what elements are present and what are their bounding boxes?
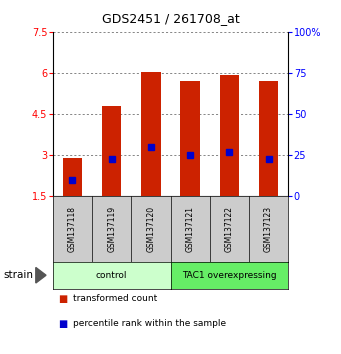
Bar bbox=[63, 158, 82, 196]
Text: GSM137120: GSM137120 bbox=[146, 206, 155, 252]
Bar bbox=[259, 81, 278, 196]
Bar bbox=[220, 75, 239, 196]
Text: transformed count: transformed count bbox=[73, 294, 158, 303]
Text: strain: strain bbox=[3, 270, 33, 280]
Text: ■: ■ bbox=[58, 319, 67, 329]
Text: GSM137118: GSM137118 bbox=[68, 206, 77, 252]
Text: TAC1 overexpressing: TAC1 overexpressing bbox=[182, 271, 277, 280]
Text: GSM137123: GSM137123 bbox=[264, 206, 273, 252]
Text: GDS2451 / 261708_at: GDS2451 / 261708_at bbox=[102, 12, 239, 25]
Text: ■: ■ bbox=[58, 294, 67, 304]
Text: percentile rank within the sample: percentile rank within the sample bbox=[73, 319, 226, 327]
Bar bbox=[180, 81, 200, 196]
Text: control: control bbox=[96, 271, 128, 280]
Polygon shape bbox=[36, 268, 46, 283]
Text: GSM137122: GSM137122 bbox=[225, 206, 234, 252]
Bar bbox=[141, 73, 161, 196]
Text: GSM137121: GSM137121 bbox=[186, 206, 195, 252]
Bar bbox=[102, 106, 121, 196]
Text: GSM137119: GSM137119 bbox=[107, 206, 116, 252]
